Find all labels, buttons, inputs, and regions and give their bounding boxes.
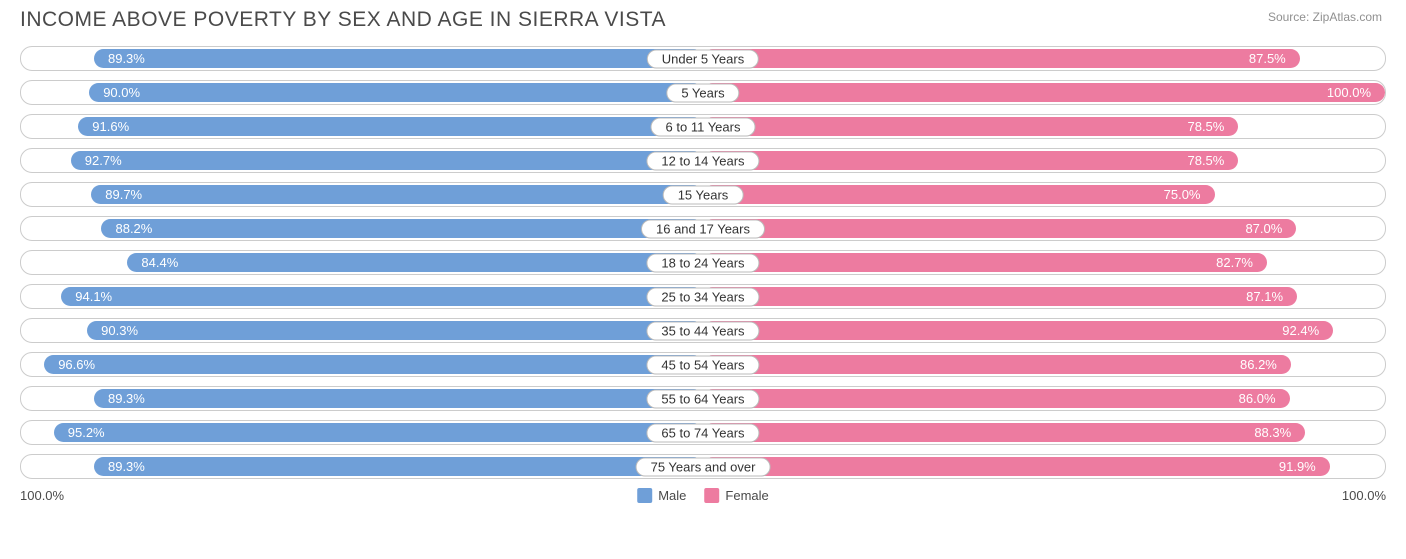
category-label: 18 to 24 Years [646,253,759,272]
category-label: 65 to 74 Years [646,423,759,442]
female-bar: 78.5% [703,151,1238,170]
chart-row: 84.4% 82.7% 18 to 24 Years [20,250,1386,275]
male-value: 84.4% [141,255,178,270]
female-bar: 100.0% [703,83,1385,102]
male-value: 96.6% [58,357,95,372]
female-bar: 91.9% [703,457,1330,476]
male-bar: 88.2% [101,219,703,238]
chart-footer: 100.0% Male Female 100.0% [20,488,1386,508]
female-bar: 86.2% [703,355,1291,374]
legend-item-male: Male [637,488,686,503]
chart-title: INCOME ABOVE POVERTY BY SEX AND AGE IN S… [20,8,1386,32]
male-bar: 91.6% [78,117,703,136]
chart-row: 89.3% 91.9% 75 Years and over [20,454,1386,479]
female-value: 78.5% [1187,119,1224,134]
male-bar: 89.3% [94,457,703,476]
category-label: 45 to 54 Years [646,355,759,374]
category-label: 75 Years and over [636,457,771,476]
female-value: 100.0% [1327,85,1371,100]
source-attribution: Source: ZipAtlas.com [1268,10,1382,24]
female-value: 92.4% [1282,323,1319,338]
legend: Male Female [637,488,769,503]
male-value: 90.0% [103,85,140,100]
male-bar: 89.3% [94,49,703,68]
axis-label-right: 100.0% [1342,488,1386,503]
male-value: 88.2% [115,221,152,236]
chart-row: 95.2% 88.3% 65 to 74 Years [20,420,1386,445]
female-value: 78.5% [1187,153,1224,168]
category-label: Under 5 Years [647,49,759,68]
male-value: 94.1% [75,289,112,304]
male-bar: 95.2% [54,423,703,442]
female-value: 86.2% [1240,357,1277,372]
male-bar: 90.3% [87,321,703,340]
female-bar: 86.0% [703,389,1290,408]
category-label: 6 to 11 Years [651,117,756,136]
chart-row: 92.7% 78.5% 12 to 14 Years [20,148,1386,173]
male-value: 90.3% [101,323,138,338]
male-value: 91.6% [92,119,129,134]
legend-swatch-female [704,488,719,503]
female-value: 75.0% [1164,187,1201,202]
legend-item-female: Female [704,488,768,503]
male-bar: 90.0% [89,83,703,102]
chart-row: 89.3% 87.5% Under 5 Years [20,46,1386,71]
category-label: 15 Years [663,185,744,204]
category-label: 12 to 14 Years [646,151,759,170]
male-bar: 92.7% [71,151,703,170]
chart-row: 94.1% 87.1% 25 to 34 Years [20,284,1386,309]
legend-label-female: Female [725,488,768,503]
female-bar: 87.0% [703,219,1296,238]
axis-label-left: 100.0% [20,488,64,503]
female-value: 87.1% [1246,289,1283,304]
male-value: 89.3% [108,51,145,66]
female-bar: 75.0% [703,185,1215,204]
male-bar: 94.1% [61,287,703,306]
female-bar: 82.7% [703,253,1267,272]
chart-row: 88.2% 87.0% 16 and 17 Years [20,216,1386,241]
legend-swatch-male [637,488,652,503]
male-bar: 96.6% [44,355,703,374]
chart-row: 91.6% 78.5% 6 to 11 Years [20,114,1386,139]
chart-row: 89.7% 75.0% 15 Years [20,182,1386,207]
chart-row: 90.0% 100.0% 5 Years [20,80,1386,105]
female-bar: 92.4% [703,321,1333,340]
male-bar: 89.7% [91,185,703,204]
male-value: 95.2% [68,425,105,440]
male-value: 89.3% [108,459,145,474]
chart-area: 89.3% 87.5% Under 5 Years 90.0% 100.0% 5 Year… [20,46,1386,479]
female-value: 87.0% [1245,221,1282,236]
female-bar: 78.5% [703,117,1238,136]
category-label: 5 Years [666,83,739,102]
female-value: 82.7% [1216,255,1253,270]
male-bar: 84.4% [127,253,703,272]
category-label: 16 and 17 Years [641,219,765,238]
chart-container: INCOME ABOVE POVERTY BY SEX AND AGE IN S… [0,0,1406,559]
chart-row: 90.3% 92.4% 35 to 44 Years [20,318,1386,343]
category-label: 55 to 64 Years [646,389,759,408]
male-value: 92.7% [85,153,122,168]
legend-label-male: Male [658,488,686,503]
female-value: 86.0% [1239,391,1276,406]
female-value: 88.3% [1254,425,1291,440]
female-value: 91.9% [1279,459,1316,474]
male-value: 89.3% [108,391,145,406]
category-label: 35 to 44 Years [646,321,759,340]
female-value: 87.5% [1249,51,1286,66]
chart-row: 89.3% 86.0% 55 to 64 Years [20,386,1386,411]
male-bar: 89.3% [94,389,703,408]
female-bar: 88.3% [703,423,1305,442]
male-value: 89.7% [105,187,142,202]
female-bar: 87.5% [703,49,1300,68]
chart-row: 96.6% 86.2% 45 to 54 Years [20,352,1386,377]
female-bar: 87.1% [703,287,1297,306]
category-label: 25 to 34 Years [646,287,759,306]
